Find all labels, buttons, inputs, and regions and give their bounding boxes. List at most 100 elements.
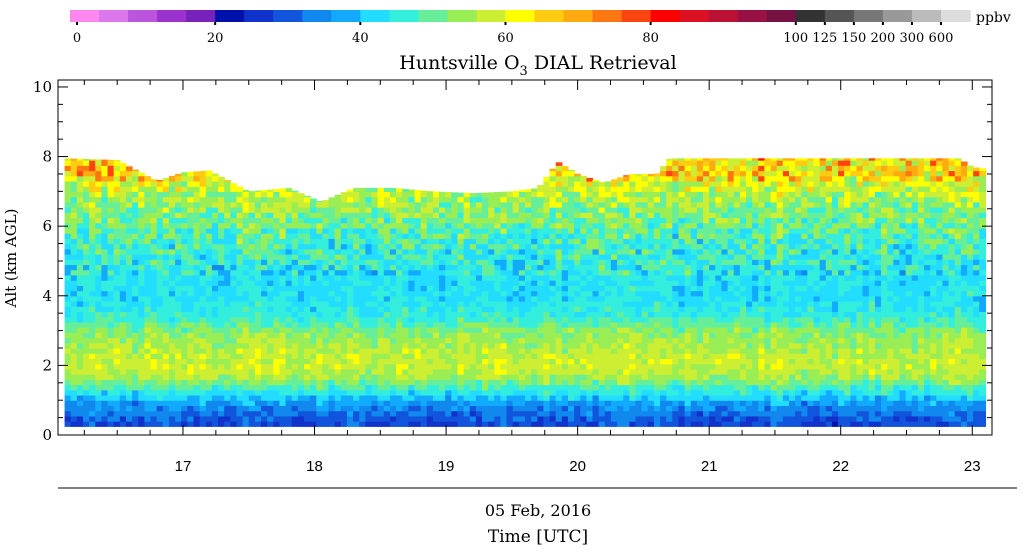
heatmap-cell (236, 295, 244, 302)
heatmap-cell (432, 363, 440, 370)
heatmap-cell (193, 295, 201, 302)
heatmap-cell (316, 368, 324, 375)
heatmap-cell (518, 233, 526, 239)
heatmap-cell (684, 332, 692, 339)
heatmap-cell (181, 222, 188, 229)
heatmap-cell (64, 290, 72, 297)
heatmap-cell (291, 274, 299, 281)
heatmap-cell (322, 207, 330, 213)
heatmap-cell (193, 415, 201, 422)
heatmap-cell (672, 285, 680, 292)
heatmap-cell (254, 332, 262, 339)
heatmap-cell (353, 301, 360, 307)
heatmap-cell (396, 238, 403, 245)
heatmap-cell (420, 227, 428, 234)
heatmap-cell (261, 405, 268, 412)
heatmap-cell (660, 264, 667, 271)
heatmap-cell (561, 264, 569, 271)
heatmap-cell (475, 321, 483, 328)
heatmap-cell (224, 347, 231, 354)
heatmap-cell (279, 207, 287, 213)
heatmap-cell (592, 342, 600, 349)
heatmap-cell (291, 327, 299, 333)
heatmap-cell (426, 269, 434, 276)
heatmap-cell (604, 233, 612, 239)
heatmap-cell (187, 358, 195, 365)
heatmap-cell (580, 290, 587, 297)
heatmap-cell (641, 173, 649, 177)
heatmap-cell (666, 212, 673, 219)
heatmap-cell (261, 316, 268, 323)
heatmap-cell (346, 327, 354, 333)
heatmap-cell (549, 180, 557, 187)
heatmap-cell (144, 233, 152, 239)
heatmap-cell (371, 415, 379, 422)
heatmap-cell (316, 238, 324, 245)
heatmap-cell (629, 186, 637, 192)
heatmap-cell (150, 421, 158, 427)
heatmap-cell (537, 238, 545, 245)
heatmap-cell (426, 290, 434, 297)
heatmap-cell (690, 363, 698, 370)
colorbar-segment (99, 10, 129, 22)
heatmap-cell (512, 306, 520, 313)
heatmap-cell (107, 405, 115, 412)
heatmap-cell (432, 238, 440, 245)
heatmap-cell (574, 337, 581, 344)
heatmap-cell (469, 321, 477, 328)
heatmap-cell (432, 342, 440, 349)
heatmap-cell (285, 264, 293, 271)
heatmap-cell (666, 316, 673, 323)
heatmap-cell (310, 332, 317, 339)
heatmap-cell (304, 227, 311, 234)
heatmap-cell (567, 264, 575, 271)
heatmap-cell (451, 311, 459, 318)
heatmap-cell (672, 347, 680, 354)
heatmap-cell (340, 264, 348, 271)
heatmap-cell (580, 332, 587, 339)
heatmap-cell (95, 311, 103, 318)
heatmap-cell (512, 311, 520, 318)
heatmap-cell (402, 363, 409, 370)
heatmap-cell (555, 400, 563, 407)
heatmap-cell (684, 327, 692, 333)
heatmap-cell (218, 379, 225, 386)
heatmap-cell (371, 347, 379, 354)
heatmap-cell (598, 290, 606, 297)
heatmap-cell (193, 259, 201, 266)
heatmap-cell (76, 384, 84, 391)
heatmap-cell (156, 196, 164, 203)
heatmap-cell (512, 295, 520, 302)
heatmap-cell (82, 394, 90, 401)
heatmap-cell (610, 415, 618, 422)
heatmap-cell (162, 353, 170, 360)
heatmap-cell (211, 316, 219, 323)
heatmap-cell (396, 347, 403, 354)
heatmap-cell (144, 222, 152, 229)
heatmap-cell (236, 243, 244, 250)
heatmap-cell (482, 332, 489, 339)
heatmap-cell (389, 374, 397, 380)
heatmap-cell (340, 217, 348, 224)
heatmap-cell (316, 347, 324, 354)
heatmap-cell (690, 321, 698, 328)
heatmap-cell (414, 374, 422, 380)
heatmap-cell (426, 384, 434, 391)
heatmap-cell (187, 269, 195, 276)
heatmap-cell (76, 158, 84, 161)
heatmap-cell (187, 285, 195, 292)
heatmap-cell (359, 400, 366, 407)
heatmap-cell (211, 238, 219, 245)
heatmap-cell (359, 274, 366, 281)
heatmap-cell (144, 421, 152, 427)
heatmap-cell (334, 353, 342, 360)
heatmap-cell (261, 337, 268, 344)
heatmap-cell (346, 379, 354, 386)
heatmap-cell (119, 379, 127, 386)
heatmap-cell (641, 222, 649, 229)
heatmap-cell (291, 410, 299, 417)
heatmap-cell (64, 295, 72, 302)
heatmap-cell (156, 342, 164, 349)
heatmap-cell (119, 358, 127, 365)
heatmap-cell (377, 410, 385, 417)
